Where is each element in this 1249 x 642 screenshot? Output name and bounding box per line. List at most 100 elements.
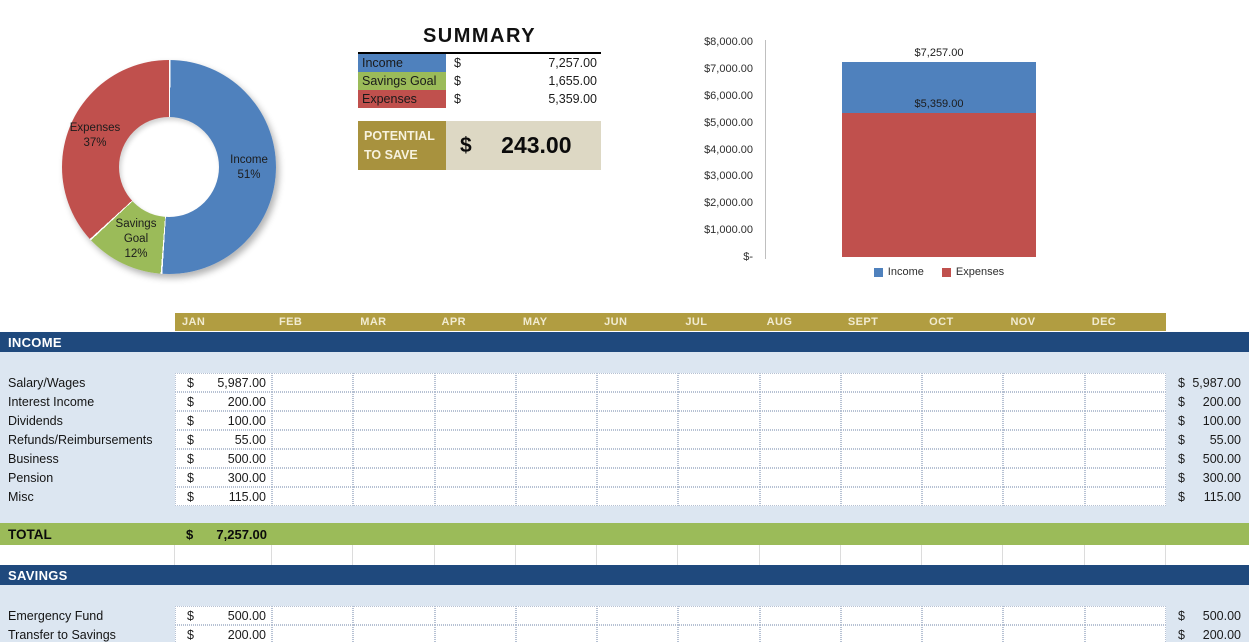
income-month-cell-empty[interactable] <box>678 392 760 411</box>
savings-month-cell-empty[interactable] <box>759 625 841 642</box>
grid-gap-cell[interactable] <box>1003 545 1085 565</box>
income-month-cell-empty[interactable] <box>353 373 435 392</box>
income-month-cell-empty[interactable] <box>1084 430 1166 449</box>
income-annual-total[interactable]: $115.00 <box>1166 487 1249 506</box>
income-month-cell-empty[interactable] <box>840 449 923 468</box>
savings-month-cell-empty[interactable] <box>759 606 841 625</box>
income-jan-cell[interactable]: $5,987.00 <box>175 373 272 392</box>
income-month-cell-empty[interactable] <box>272 449 354 468</box>
summary-label-savings-goal[interactable]: Savings Goal <box>358 72 446 90</box>
savings-month-cell-empty[interactable] <box>272 625 354 642</box>
income-month-cell-empty[interactable] <box>678 449 760 468</box>
income-month-cell-empty[interactable] <box>597 373 679 392</box>
grid-gap-cell[interactable] <box>1085 545 1166 565</box>
income-month-cell-empty[interactable] <box>840 392 923 411</box>
savings-jan-cell[interactable]: $200.00 <box>175 625 272 642</box>
income-month-cell-empty[interactable] <box>759 430 841 449</box>
income-month-cell-empty[interactable] <box>434 373 516 392</box>
potential-to-save-label-cell[interactable]: POTENTIAL TO SAVE <box>358 121 446 170</box>
income-month-cell-empty[interactable] <box>922 468 1004 487</box>
income-month-cell-empty[interactable] <box>1003 468 1085 487</box>
income-month-cell-empty[interactable] <box>434 487 516 506</box>
income-month-cell-empty[interactable] <box>759 392 841 411</box>
income-month-cell-empty[interactable] <box>353 392 435 411</box>
income-month-cell-empty[interactable] <box>353 411 435 430</box>
grid-gap-cell[interactable] <box>841 545 923 565</box>
income-row-label[interactable]: Business <box>8 451 59 466</box>
income-month-cell-empty[interactable] <box>922 392 1004 411</box>
income-row-label[interactable]: Interest Income <box>8 394 95 409</box>
savings-month-cell-empty[interactable] <box>922 606 1004 625</box>
income-annual-total[interactable]: $100.00 <box>1166 411 1249 430</box>
grid-gap-cell[interactable] <box>922 545 1004 565</box>
savings-month-cell-empty[interactable] <box>1003 625 1085 642</box>
income-month-cell-empty[interactable] <box>840 373 923 392</box>
savings-month-cell-empty[interactable] <box>515 625 598 642</box>
income-month-cell-empty[interactable] <box>597 411 679 430</box>
income-month-cell-empty[interactable] <box>515 373 598 392</box>
income-month-cell-empty[interactable] <box>515 487 598 506</box>
savings-month-cell-empty[interactable] <box>353 625 435 642</box>
income-month-cell-empty[interactable] <box>1084 392 1166 411</box>
income-jan-cell[interactable]: $55.00 <box>175 430 272 449</box>
income-annual-total[interactable]: $300.00 <box>1166 468 1249 487</box>
potential-to-save-value-cell[interactable]: $ 243.00 <box>446 121 601 170</box>
income-total-jan-cell[interactable]: $ 7,257.00 <box>175 523 272 545</box>
income-month-cell-empty[interactable] <box>1003 373 1085 392</box>
savings-row-label[interactable]: Transfer to Savings <box>8 627 116 642</box>
income-month-cell-empty[interactable] <box>597 449 679 468</box>
income-month-cell-empty[interactable] <box>353 449 435 468</box>
income-month-cell-empty[interactable] <box>922 373 1004 392</box>
income-month-cell-empty[interactable] <box>922 487 1004 506</box>
income-month-cell-empty[interactable] <box>759 449 841 468</box>
income-month-cell-empty[interactable] <box>1084 449 1166 468</box>
income-month-cell-empty[interactable] <box>434 411 516 430</box>
income-month-cell-empty[interactable] <box>759 411 841 430</box>
income-month-cell-empty[interactable] <box>1003 411 1085 430</box>
savings-month-cell-empty[interactable] <box>597 625 679 642</box>
grid-gap-cell[interactable] <box>597 545 679 565</box>
income-month-cell-empty[interactable] <box>1084 373 1166 392</box>
grid-gap-cell[interactable] <box>760 545 841 565</box>
income-month-cell-empty[interactable] <box>678 430 760 449</box>
savings-annual-total[interactable]: $200.00 <box>1166 625 1249 642</box>
income-month-cell-empty[interactable] <box>272 468 354 487</box>
income-month-cell-empty[interactable] <box>353 487 435 506</box>
income-month-cell-empty[interactable] <box>434 430 516 449</box>
income-jan-cell[interactable]: $115.00 <box>175 487 272 506</box>
income-month-cell-empty[interactable] <box>922 430 1004 449</box>
income-month-cell-empty[interactable] <box>597 392 679 411</box>
savings-month-cell-empty[interactable] <box>272 606 354 625</box>
income-row-label[interactable]: Dividends <box>8 413 63 428</box>
summary-label-expenses[interactable]: Expenses <box>358 90 446 108</box>
savings-month-cell-empty[interactable] <box>678 606 760 625</box>
savings-month-cell-empty[interactable] <box>678 625 760 642</box>
income-month-cell-empty[interactable] <box>1084 411 1166 430</box>
income-month-cell-empty[interactable] <box>353 468 435 487</box>
income-month-cell-empty[interactable] <box>678 468 760 487</box>
income-month-cell-empty[interactable] <box>678 411 760 430</box>
income-month-cell-empty[interactable] <box>515 392 598 411</box>
income-month-cell-empty[interactable] <box>678 487 760 506</box>
savings-month-cell-empty[interactable] <box>922 625 1004 642</box>
income-month-cell-empty[interactable] <box>840 468 923 487</box>
income-month-cell-empty[interactable] <box>353 430 435 449</box>
income-month-cell-empty[interactable] <box>922 449 1004 468</box>
income-jan-cell[interactable]: $100.00 <box>175 411 272 430</box>
income-month-cell-empty[interactable] <box>759 468 841 487</box>
grid-gap-cell[interactable] <box>1166 545 1249 565</box>
savings-month-cell-empty[interactable] <box>840 606 923 625</box>
grid-gap-cell[interactable] <box>353 545 435 565</box>
income-jan-cell[interactable]: $500.00 <box>175 449 272 468</box>
income-month-cell-empty[interactable] <box>678 373 760 392</box>
savings-month-cell-empty[interactable] <box>1003 606 1085 625</box>
income-annual-total[interactable]: $5,987.00 <box>1166 373 1249 392</box>
income-month-cell-empty[interactable] <box>922 411 1004 430</box>
grid-gap-cell[interactable] <box>175 545 272 565</box>
income-month-cell-empty[interactable] <box>597 430 679 449</box>
summary-value-savings-goal[interactable]: 1,655.00 <box>548 74 597 88</box>
summary-value-income[interactable]: 7,257.00 <box>548 56 597 70</box>
income-month-cell-empty[interactable] <box>840 411 923 430</box>
income-month-cell-empty[interactable] <box>434 468 516 487</box>
income-month-cell-empty[interactable] <box>1003 392 1085 411</box>
